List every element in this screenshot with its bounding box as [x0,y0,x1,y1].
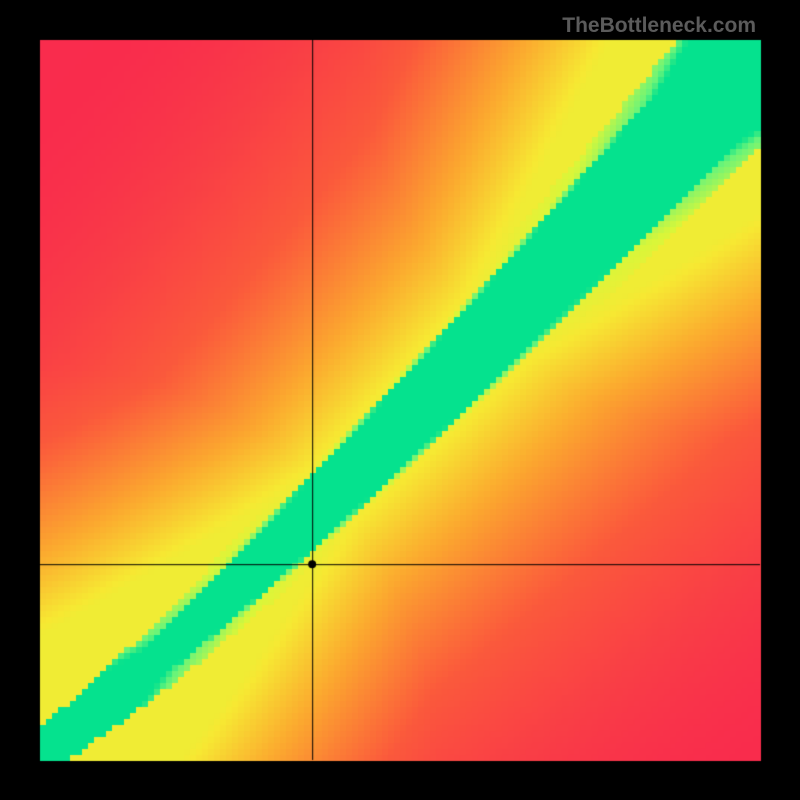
watermark-text: TheBottleneck.com [562,14,756,38]
bottleneck-heatmap-canvas [0,0,800,800]
chart-container: TheBottleneck.com [0,0,800,800]
